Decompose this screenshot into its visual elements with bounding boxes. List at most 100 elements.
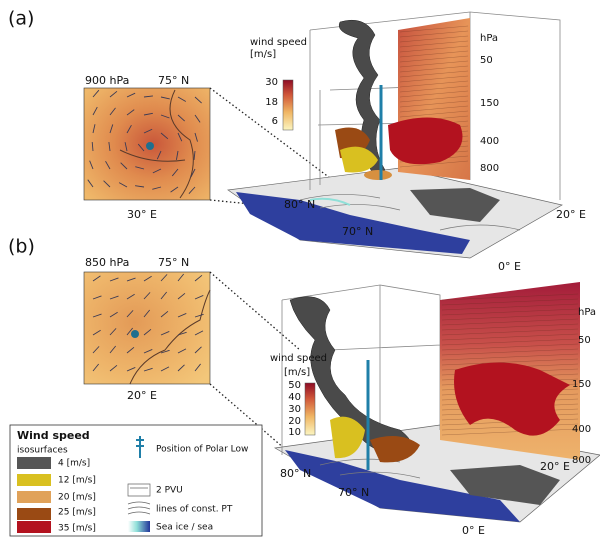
colorbar-tick: 50 bbox=[288, 380, 301, 391]
colorbar-unit: [m/s] bbox=[284, 367, 310, 378]
map-label: 80° N bbox=[284, 198, 315, 211]
wind-vector bbox=[126, 327, 134, 336]
legend-label: 35 [m/s] bbox=[58, 524, 96, 534]
pressure-tick: 50 bbox=[578, 335, 591, 346]
inset-lon: 20° E bbox=[127, 389, 157, 402]
wind-vector bbox=[92, 329, 101, 336]
colorbar bbox=[282, 79, 294, 131]
pt-line bbox=[399, 60, 469, 68]
pt-line bbox=[399, 85, 469, 93]
pt-line bbox=[399, 75, 469, 83]
wind-vector bbox=[194, 132, 198, 142]
wind-vector bbox=[120, 162, 128, 170]
wind-vector bbox=[160, 349, 170, 354]
pvu-icon bbox=[127, 483, 151, 497]
wind-vector bbox=[143, 95, 153, 98]
pt-line bbox=[399, 110, 469, 118]
pt-line bbox=[399, 105, 469, 113]
pressure-tick: 150 bbox=[572, 379, 591, 390]
panel-a: (a) 900 hPa 75° N 30° E wind speed [m/s]… bbox=[8, 8, 586, 274]
wind-vector bbox=[143, 309, 151, 318]
wind-vector bbox=[126, 277, 136, 282]
colorbar-unit: [m/s] bbox=[250, 49, 276, 60]
wind-vector bbox=[194, 114, 201, 123]
inset-lon: 30° E bbox=[127, 208, 157, 221]
wind-vector bbox=[177, 132, 183, 142]
wind-vector bbox=[109, 364, 118, 372]
wind-vector bbox=[89, 160, 94, 170]
pt-line bbox=[399, 40, 469, 48]
colorbar-tick: 30 bbox=[265, 77, 278, 88]
pt-line bbox=[399, 65, 469, 73]
pressure-tick: 400 bbox=[480, 136, 499, 147]
legend-swatch bbox=[17, 457, 51, 469]
pt-line bbox=[441, 353, 579, 361]
wind-vector bbox=[160, 96, 170, 100]
wind-vector bbox=[109, 124, 114, 134]
wind-vector bbox=[190, 168, 196, 178]
legend-label: 12 [m/s] bbox=[58, 476, 96, 486]
wind-vector bbox=[135, 185, 145, 188]
wind-vector bbox=[109, 107, 116, 116]
panel-label: (a) bbox=[8, 8, 34, 30]
colorbar bbox=[304, 382, 316, 436]
wind-vector bbox=[160, 274, 168, 282]
wind-vector bbox=[109, 295, 119, 300]
colorbar-tick: 18 bbox=[265, 97, 278, 108]
map-label: 70° N bbox=[342, 225, 373, 238]
legend-title: Wind speed bbox=[17, 429, 90, 442]
wind-vector bbox=[177, 313, 187, 318]
wind-vector bbox=[126, 346, 135, 354]
pt-line bbox=[441, 323, 579, 331]
wind-vector bbox=[109, 311, 118, 318]
pt-line bbox=[441, 293, 579, 301]
colorbar-tick: 40 bbox=[288, 392, 301, 403]
colorbar-tick: 20 bbox=[288, 416, 301, 427]
wind-vector bbox=[194, 346, 202, 354]
wind-vector bbox=[109, 345, 117, 354]
wind-vector bbox=[103, 180, 111, 188]
wind-vector bbox=[87, 179, 94, 188]
wind-vector bbox=[143, 128, 153, 134]
pt-line bbox=[399, 95, 469, 103]
polar-low-marker bbox=[131, 330, 139, 338]
pt-line bbox=[399, 45, 469, 53]
box-wireframe bbox=[281, 284, 441, 455]
pt-line bbox=[399, 55, 469, 63]
wind-vector bbox=[194, 313, 204, 318]
legend-swatch bbox=[17, 491, 51, 503]
wind-vector bbox=[109, 328, 117, 336]
pressure-tick: 400 bbox=[572, 424, 591, 435]
wind-vector bbox=[193, 150, 196, 160]
wind-vector bbox=[109, 277, 119, 282]
pressure-tick: 800 bbox=[572, 455, 591, 466]
isosurface-12 bbox=[340, 146, 378, 173]
pt-line bbox=[399, 35, 469, 43]
isosurface-35 bbox=[388, 117, 463, 165]
legend-subtitle: isosurfaces bbox=[17, 446, 68, 456]
sea-ice-icon bbox=[128, 521, 150, 532]
wind-vector bbox=[194, 96, 202, 104]
map-label: 20° E bbox=[540, 460, 570, 473]
pt-line bbox=[399, 50, 469, 58]
polar-low-icon bbox=[136, 436, 144, 458]
wind-vector bbox=[177, 364, 185, 372]
inset-lat: 75° N bbox=[158, 74, 189, 87]
wind-vector bbox=[160, 114, 170, 119]
wind-vector bbox=[91, 141, 94, 152]
wind-vector bbox=[137, 143, 145, 152]
map-label: 0° E bbox=[462, 524, 485, 537]
wind-vector bbox=[92, 363, 100, 372]
legend-label: 4 [m/s] bbox=[58, 459, 90, 469]
colorbar-title: wind speed bbox=[250, 37, 307, 48]
inset-level: 850 hPa bbox=[85, 256, 129, 269]
wind-vector bbox=[177, 114, 185, 122]
wind-vector bbox=[92, 313, 102, 318]
pt-line bbox=[441, 308, 579, 316]
legend-swatch bbox=[17, 508, 51, 520]
wind-vector bbox=[171, 168, 179, 177]
pt-line bbox=[399, 80, 469, 88]
colorbar-title: wind speed bbox=[270, 353, 327, 364]
wind-vector bbox=[126, 367, 136, 372]
